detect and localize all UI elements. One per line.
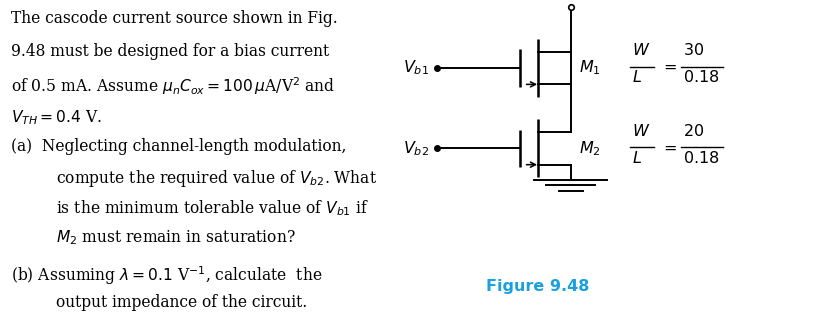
Text: $V_{TH} = 0.4$ V.: $V_{TH} = 0.4$ V. [11, 108, 102, 127]
Text: $V_{b2}$: $V_{b2}$ [403, 139, 429, 158]
Text: $30$: $30$ [683, 42, 704, 59]
Text: $0.18$: $0.18$ [683, 69, 719, 86]
Text: compute the required value of $V_{b2}$. What: compute the required value of $V_{b2}$. … [56, 168, 377, 189]
Text: $M_2$ must remain in saturation?: $M_2$ must remain in saturation? [56, 229, 296, 247]
Text: $W$: $W$ [632, 42, 650, 59]
Text: $=$: $=$ [660, 58, 677, 75]
Text: $V_{b1}$: $V_{b1}$ [403, 59, 429, 77]
Text: $0.18$: $0.18$ [683, 150, 719, 167]
Text: $L$: $L$ [632, 69, 641, 86]
Text: $M_1$: $M_1$ [579, 59, 600, 77]
Text: (b) Assuming $\lambda = 0.1$ V$^{-1}$, calculate  the: (b) Assuming $\lambda = 0.1$ V$^{-1}$, c… [11, 264, 323, 286]
Text: $L$: $L$ [632, 150, 641, 167]
Text: of 0.5 mA. Assume $\mu_nC_{ox} = 100\,\mu$A/V$^2$ and: of 0.5 mA. Assume $\mu_nC_{ox} = 100\,\m… [11, 76, 335, 97]
Text: output impedance of the circuit.: output impedance of the circuit. [56, 294, 306, 311]
Text: $=$: $=$ [660, 139, 677, 156]
Text: The cascode current source shown in Fig.: The cascode current source shown in Fig. [11, 10, 337, 27]
Text: $M_2$: $M_2$ [579, 139, 600, 158]
Text: (a)  Neglecting channel-length modulation,: (a) Neglecting channel-length modulation… [11, 138, 346, 155]
Text: is the minimum tolerable value of $V_{b1}$ if: is the minimum tolerable value of $V_{b1… [56, 198, 368, 218]
Text: 9.48 must be designed for a bias current: 9.48 must be designed for a bias current [11, 43, 329, 60]
Text: $W$: $W$ [632, 123, 650, 139]
Text: Figure 9.48: Figure 9.48 [485, 279, 589, 294]
Text: $20$: $20$ [683, 123, 704, 139]
